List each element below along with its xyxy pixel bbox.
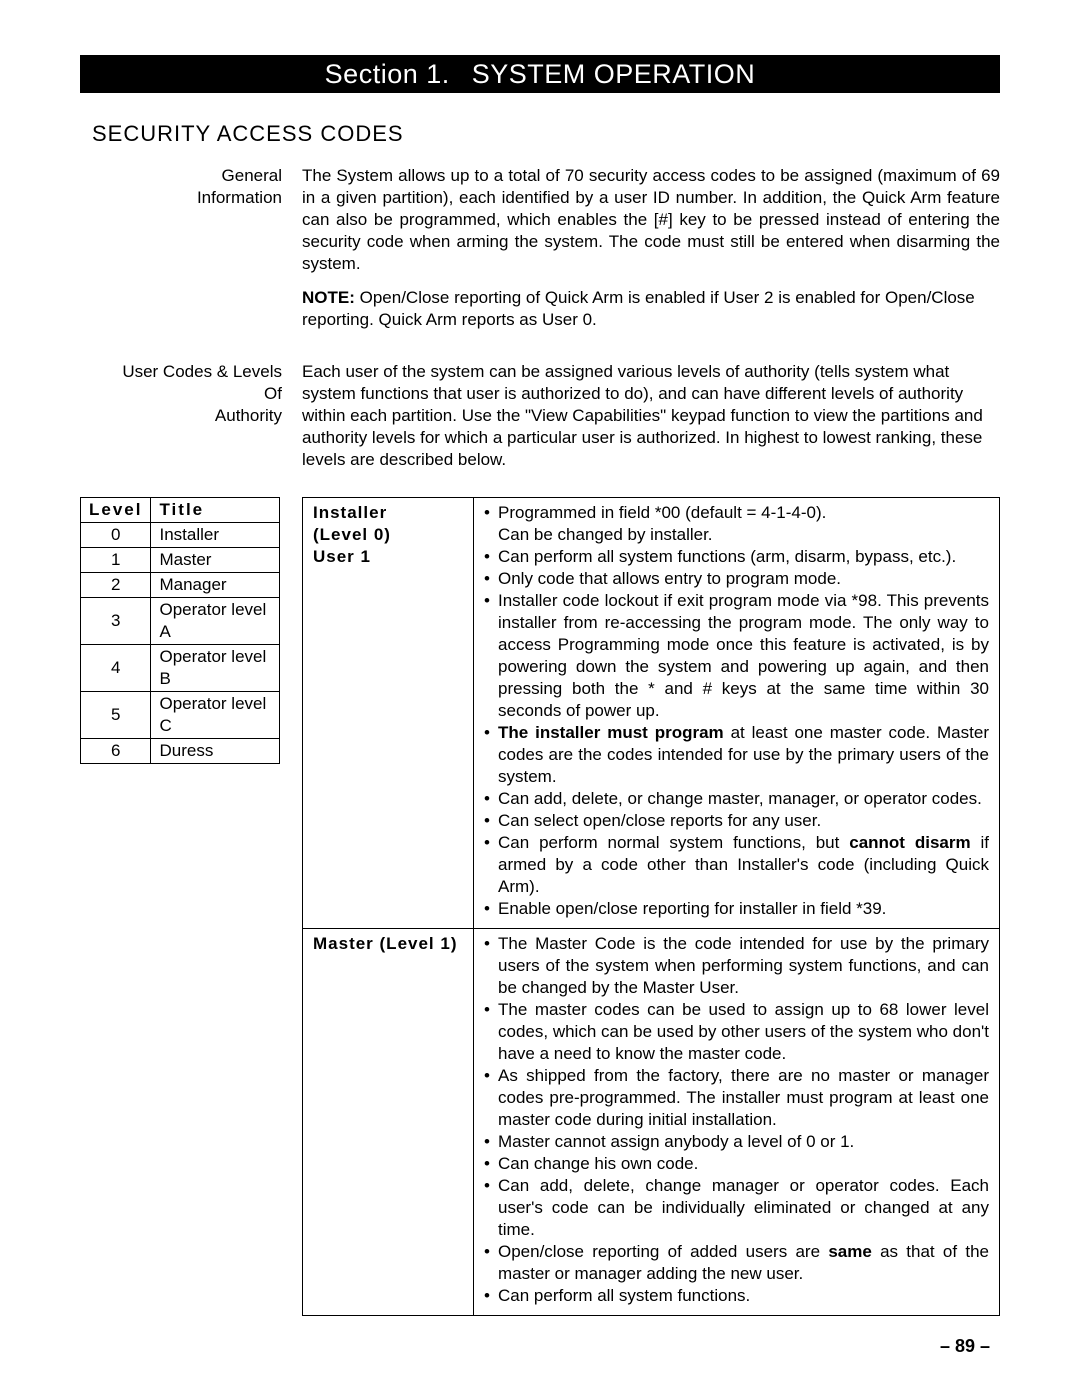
usercodes-label: User Codes & Levels Of Authority	[80, 361, 302, 479]
gi-note-text: Open/Close reporting of Quick Arm is ena…	[302, 288, 975, 329]
installer-row: Installer (Level 0) User 1 Programmed in…	[303, 498, 1000, 929]
table-row: 4Operator level B	[81, 645, 280, 692]
master-bullets: The Master Code is the code intended for…	[474, 929, 1000, 1316]
gi-note-label: NOTE:	[302, 288, 355, 307]
title-header: Title	[151, 498, 280, 523]
table-row: 1Master	[81, 548, 280, 573]
installer-bullets: Programmed in field *00 (default = 4-1-4…	[474, 498, 1000, 929]
gi-para1: The System allows up to a total of 70 se…	[302, 165, 1000, 275]
subheading: SECURITY ACCESS CODES	[92, 121, 1000, 147]
master-role: Master (Level 1)	[303, 929, 474, 1316]
general-info-label: General Information	[80, 165, 302, 343]
detail-table: Installer (Level 0) User 1 Programmed in…	[302, 497, 1000, 1316]
uc-para: Each user of the system can be assigned …	[302, 361, 1000, 471]
level-header: Level	[81, 498, 151, 523]
table-row: 6Duress	[81, 739, 280, 764]
table-row: 0Installer	[81, 523, 280, 548]
page: Section 1. SYSTEM OPERATION SECURITY ACC…	[0, 0, 1080, 1397]
section-banner: Section 1. SYSTEM OPERATION	[80, 55, 1000, 93]
master-row: Master (Level 1) The Master Code is the …	[303, 929, 1000, 1316]
gi-note: NOTE: Open/Close reporting of Quick Arm …	[302, 287, 1000, 331]
usercodes-text: Each user of the system can be assigned …	[302, 361, 1000, 479]
table-row: 2Manager	[81, 573, 280, 598]
table-row: 5Operator level C	[81, 692, 280, 739]
page-number: – 89 –	[940, 1336, 990, 1357]
table-row: 3Operator level A	[81, 598, 280, 645]
level-table: Level Title 0Installer 1Master 2Manager …	[80, 497, 280, 764]
banner-section: Section 1.	[325, 59, 450, 90]
tables-container: Level Title 0Installer 1Master 2Manager …	[80, 497, 1000, 1316]
installer-role: Installer (Level 0) User 1	[303, 498, 474, 929]
general-info-text: The System allows up to a total of 70 se…	[302, 165, 1000, 343]
banner-title: SYSTEM OPERATION	[472, 59, 756, 90]
usercodes-row: User Codes & Levels Of Authority Each us…	[80, 361, 1000, 479]
general-info-row: General Information The System allows up…	[80, 165, 1000, 343]
